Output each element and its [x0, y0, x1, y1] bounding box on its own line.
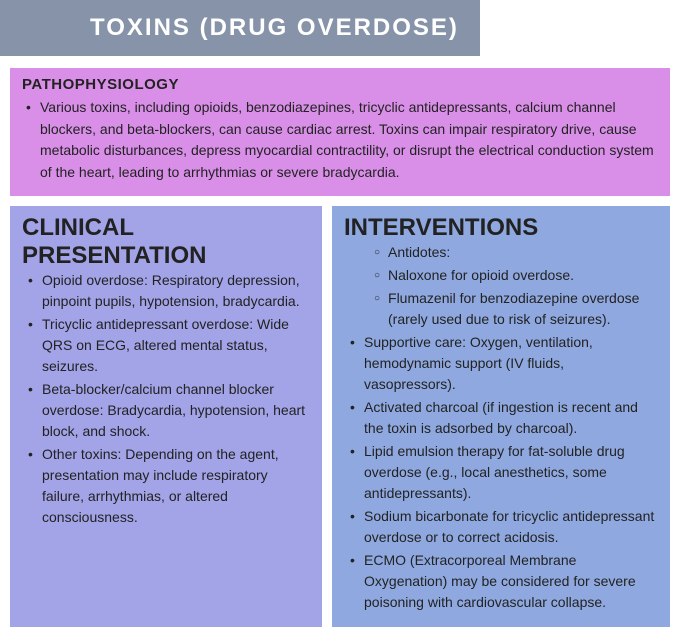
interventions-antidotes-sublist: Antidotes: Naloxone for opioid overdose.…	[344, 242, 658, 330]
two-column-row: CLINICAL PRESENTATION Opioid overdose: R…	[10, 206, 670, 627]
list-item: Lipid emulsion therapy for fat-soluble d…	[348, 441, 658, 504]
list-item: Beta-blocker/calcium channel blocker ove…	[26, 379, 310, 442]
list-item: Activated charcoal (if ingestion is rece…	[348, 397, 658, 439]
pathophysiology-text: Various toxins, including opioids, benzo…	[22, 97, 658, 184]
list-item: Flumazenil for benzodiazepine overdose (…	[372, 288, 658, 330]
clinical-list: Opioid overdose: Respiratory depression,…	[22, 270, 310, 528]
list-item: ECMO (Extracorporeal Membrane Oxygenatio…	[348, 550, 658, 613]
list-item: Tricyclic antidepressant overdose: Wide …	[26, 314, 310, 377]
list-item: Other toxins: Depending on the agent, pr…	[26, 444, 310, 528]
list-item: Sodium bicarbonate for tricyclic antidep…	[348, 506, 658, 548]
list-item: Opioid overdose: Respiratory depression,…	[26, 270, 310, 312]
interventions-heading: INTERVENTIONS	[344, 214, 658, 242]
page-title: TOXINS (DRUG OVERDOSE)	[0, 0, 480, 56]
list-item: Antidotes:	[372, 242, 658, 263]
clinical-section: CLINICAL PRESENTATION Opioid overdose: R…	[10, 206, 322, 627]
clinical-heading: CLINICAL PRESENTATION	[22, 214, 310, 270]
pathophysiology-section: PATHOPHYSIOLOGY Various toxins, includin…	[10, 68, 670, 196]
interventions-section: INTERVENTIONS Antidotes: Naloxone for op…	[332, 206, 670, 627]
interventions-list: Supportive care: Oxygen, ventilation, he…	[344, 332, 658, 613]
pathophysiology-heading: PATHOPHYSIOLOGY	[22, 76, 658, 93]
list-item: Supportive care: Oxygen, ventilation, he…	[348, 332, 658, 395]
list-item: Naloxone for opioid overdose.	[372, 265, 658, 286]
